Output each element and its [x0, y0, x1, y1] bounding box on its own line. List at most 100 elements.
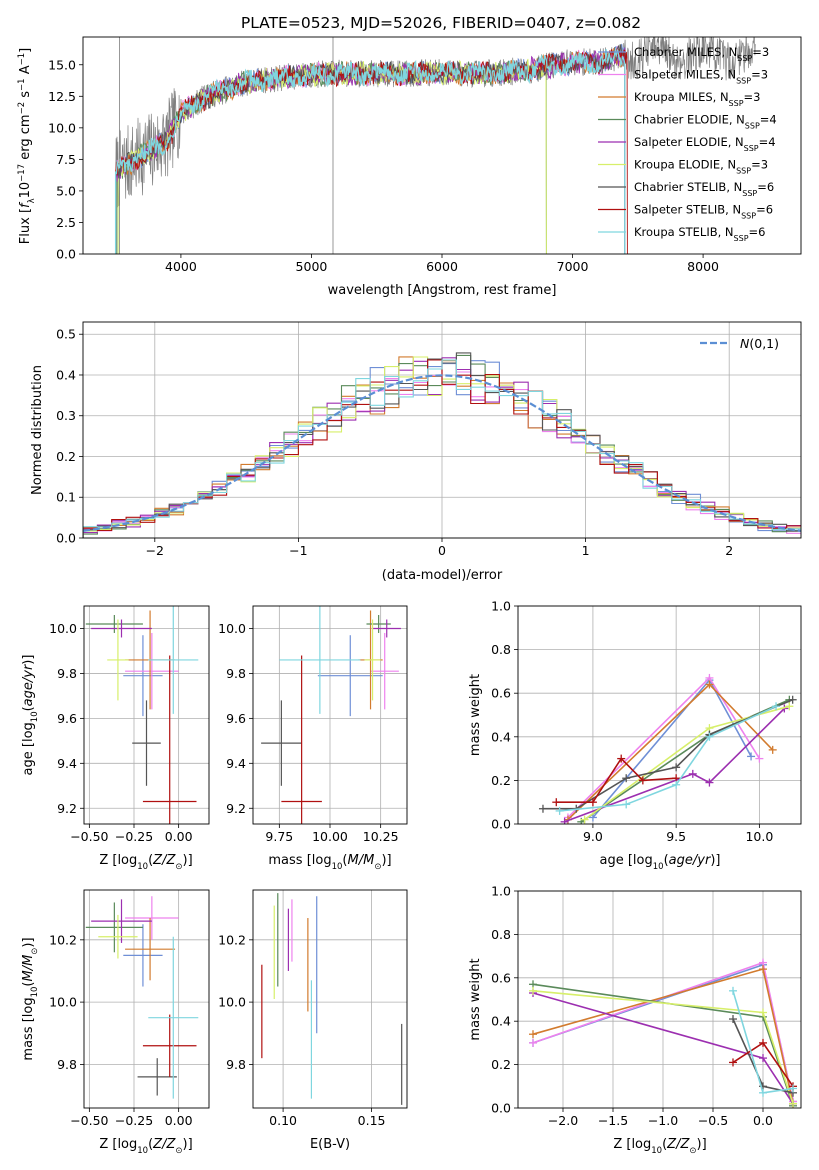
- x-axis-label: age [log10(age/yr)]: [600, 853, 721, 872]
- y-tick-label: 0.4: [56, 367, 76, 382]
- axes-frame: [517, 890, 802, 1109]
- y-tick-label: 9.8: [226, 1057, 246, 1072]
- y-tick-label: 9.4: [226, 756, 246, 771]
- plot-area-residuals: [83, 352, 801, 538]
- model-line-chabrier_elodie: [116, 57, 547, 254]
- model-line-kroupa_stelib: [114, 47, 626, 254]
- errorbar-salpeter_stelib: [281, 655, 322, 824]
- weight-marker-salpeter_stelib: [729, 1058, 737, 1067]
- y-tick-label: 9.4: [57, 756, 77, 771]
- y-tick-label: 0.2: [491, 773, 511, 788]
- y-tick-label: 0.4: [491, 729, 511, 744]
- weight-marker-kroupa_stelib: [729, 986, 737, 995]
- weight-marker-chabrier_stelib: [538, 804, 547, 813]
- y-tick-label: 0.0: [56, 531, 76, 546]
- legend-label-kroupa_miles: Kroupa MILES, NSSP=3: [634, 90, 760, 108]
- weight-marker-chabrier_stelib: [672, 763, 681, 772]
- panel-mass_vs_Z: −0.50 −0.25 0.00 9.8 10.0 10.2 Z [log10(Z/Z⊙)]…: [21, 889, 210, 1156]
- errorbar-kroupa_stelib: [148, 606, 199, 714]
- x-tick-label: −1.5: [598, 1113, 628, 1128]
- x-tick-label: 9.75: [265, 829, 293, 844]
- x-tick-label: 10.0: [745, 829, 773, 844]
- y-axis-label: mass [log10(M/M⊙)]: [21, 937, 40, 1060]
- x-tick-label: 4000: [165, 259, 197, 274]
- x-tick-label: 8000: [687, 259, 719, 274]
- x-tick-label: 0.15: [358, 1113, 386, 1128]
- x-axis-label: Z [log10(Z/Z⊙)]: [613, 1137, 706, 1156]
- weight-marker-kroupa_elodie: [785, 702, 794, 711]
- x-tick-label: 0.0: [753, 1113, 773, 1128]
- y-tick-label: 10.2: [49, 932, 77, 947]
- y-tick-label: 9.8: [226, 666, 246, 681]
- x-tick-label: 0.00: [165, 829, 193, 844]
- y-tick-label: 15.0: [48, 57, 76, 72]
- x-tick-label: −2.0: [548, 1113, 578, 1128]
- y-tick-label: 0.3: [56, 408, 76, 423]
- weight-marker-salpeter_elodie: [560, 817, 569, 824]
- errorbar-kroupa_elodie: [107, 619, 129, 701]
- y-tick-label: 0.6: [491, 686, 511, 701]
- model-line-kroupa_elodie: [117, 58, 547, 254]
- legend-label-salpeter_miles: Salpeter MILES, NSSP=3: [634, 68, 768, 86]
- weight-marker-kroupa_stelib: [672, 780, 681, 789]
- panel-age_vs_Z: −0.50 −0.25 0.00 9.2 9.4 9.6 9.8 10.0 Z [log10(Z…: [21, 605, 210, 872]
- y-tick-label: 7.5: [56, 152, 76, 167]
- y-tick-label: 0.0: [491, 817, 511, 832]
- errorbar-chabrier_elodie: [85, 902, 143, 953]
- y-tick-label: 0.1: [56, 490, 76, 505]
- weight-marker-kroupa_stelib: [705, 732, 714, 741]
- x-tick-label: 7000: [557, 259, 589, 274]
- svg-text:Flux [fλ10−17 erg cm−2 s−1 A−1: Flux [fλ10−17 erg cm−2 s−1 A−1]: [17, 48, 37, 244]
- svg-text:age [log10(age/yr)]: age [log10(age/yr)]: [21, 655, 40, 776]
- legend-label-normal: N(0,1): [740, 336, 779, 351]
- panel-spectrum: 4000 5000 6000 7000 8000 0.0 2.5 5.0 7.5 10.0 12.5…: [17, 36, 802, 298]
- errorbar-chabrier_miles: [317, 635, 383, 717]
- weight-marker-kroupa_stelib: [789, 1084, 797, 1093]
- weight-marker-kroupa_elodie: [529, 986, 537, 995]
- y-tick-label: 10.0: [49, 621, 77, 636]
- weight-marker-salpeter_miles: [755, 754, 764, 763]
- normal-curve: [83, 374, 801, 532]
- x-tick-label: 0.00: [165, 1113, 193, 1128]
- legend-label-chabrier_elodie: Chabrier ELODIE, NSSP=4: [634, 113, 777, 131]
- y-tick-label: 0.5: [56, 327, 76, 342]
- spectrum-legend: Chabrier MILES, NSSP=3 Salpeter MILES, NS…: [598, 45, 777, 243]
- plot-area-weight_vs_age: [538, 673, 797, 824]
- x-axis-label: E(B-V): [310, 1137, 350, 1152]
- svg-text:mass [log10(M/M⊙)]: mass [log10(M/M⊙)]: [21, 937, 40, 1060]
- x-tick-label: −0.25: [115, 829, 153, 844]
- x-tick-label: −0.50: [70, 1113, 108, 1128]
- weight-marker-kroupa_elodie: [580, 815, 589, 824]
- y-tick-label: 10.2: [218, 932, 246, 947]
- y-tick-label: 0.2: [491, 1057, 511, 1072]
- plot-area-age_vs_mass: [261, 606, 401, 824]
- plot-area-mass_vs_ebv: [261, 893, 403, 1105]
- x-tick-label: −0.5: [698, 1113, 728, 1128]
- grid-mass_vs_Z: [84, 890, 209, 1108]
- legend-label-kroupa_stelib: Kroupa STELIB, NSSP=6: [634, 225, 765, 243]
- y-tick-label: 9.2: [57, 801, 77, 816]
- errorbar-salpeter_stelib: [142, 1014, 197, 1077]
- x-tick-label: 10.25: [363, 829, 399, 844]
- y-tick-label: 0.6: [491, 970, 511, 985]
- x-tick-label: 5000: [296, 259, 328, 274]
- x-tick-label: −1.0: [648, 1113, 678, 1128]
- weight-marker-salpeter_stelib: [759, 1038, 767, 1047]
- y-tick-label: 10.0: [48, 120, 76, 135]
- x-tick-label: 0: [438, 543, 446, 558]
- weight-marker-salpeter_stelib: [588, 798, 597, 807]
- errorbar-salpeter_stelib: [142, 655, 197, 824]
- legend-label-salpeter_stelib: Salpeter STELIB, NSSP=6: [634, 203, 773, 221]
- errorbar-chabrier_miles: [123, 635, 163, 717]
- y-tick-label: 9.6: [57, 711, 77, 726]
- y-tick-label: 10.0: [49, 995, 77, 1010]
- errorbar-chabrier_stelib: [137, 1058, 177, 1096]
- x-axis-label: mass [log10(M/M⊙)]: [268, 853, 391, 872]
- x-axis-label: wavelength [Angstrom, rest frame]: [328, 283, 557, 298]
- errorbar-chabrier_elodie: [85, 614, 143, 633]
- x-axis-label: (data-model)/error: [382, 568, 503, 583]
- y-tick-label: 9.2: [226, 801, 246, 816]
- errorbar-kroupa_elodie: [364, 619, 381, 701]
- legend-label-kroupa_elodie: Kroupa ELODIE, NSSP=3: [634, 158, 768, 176]
